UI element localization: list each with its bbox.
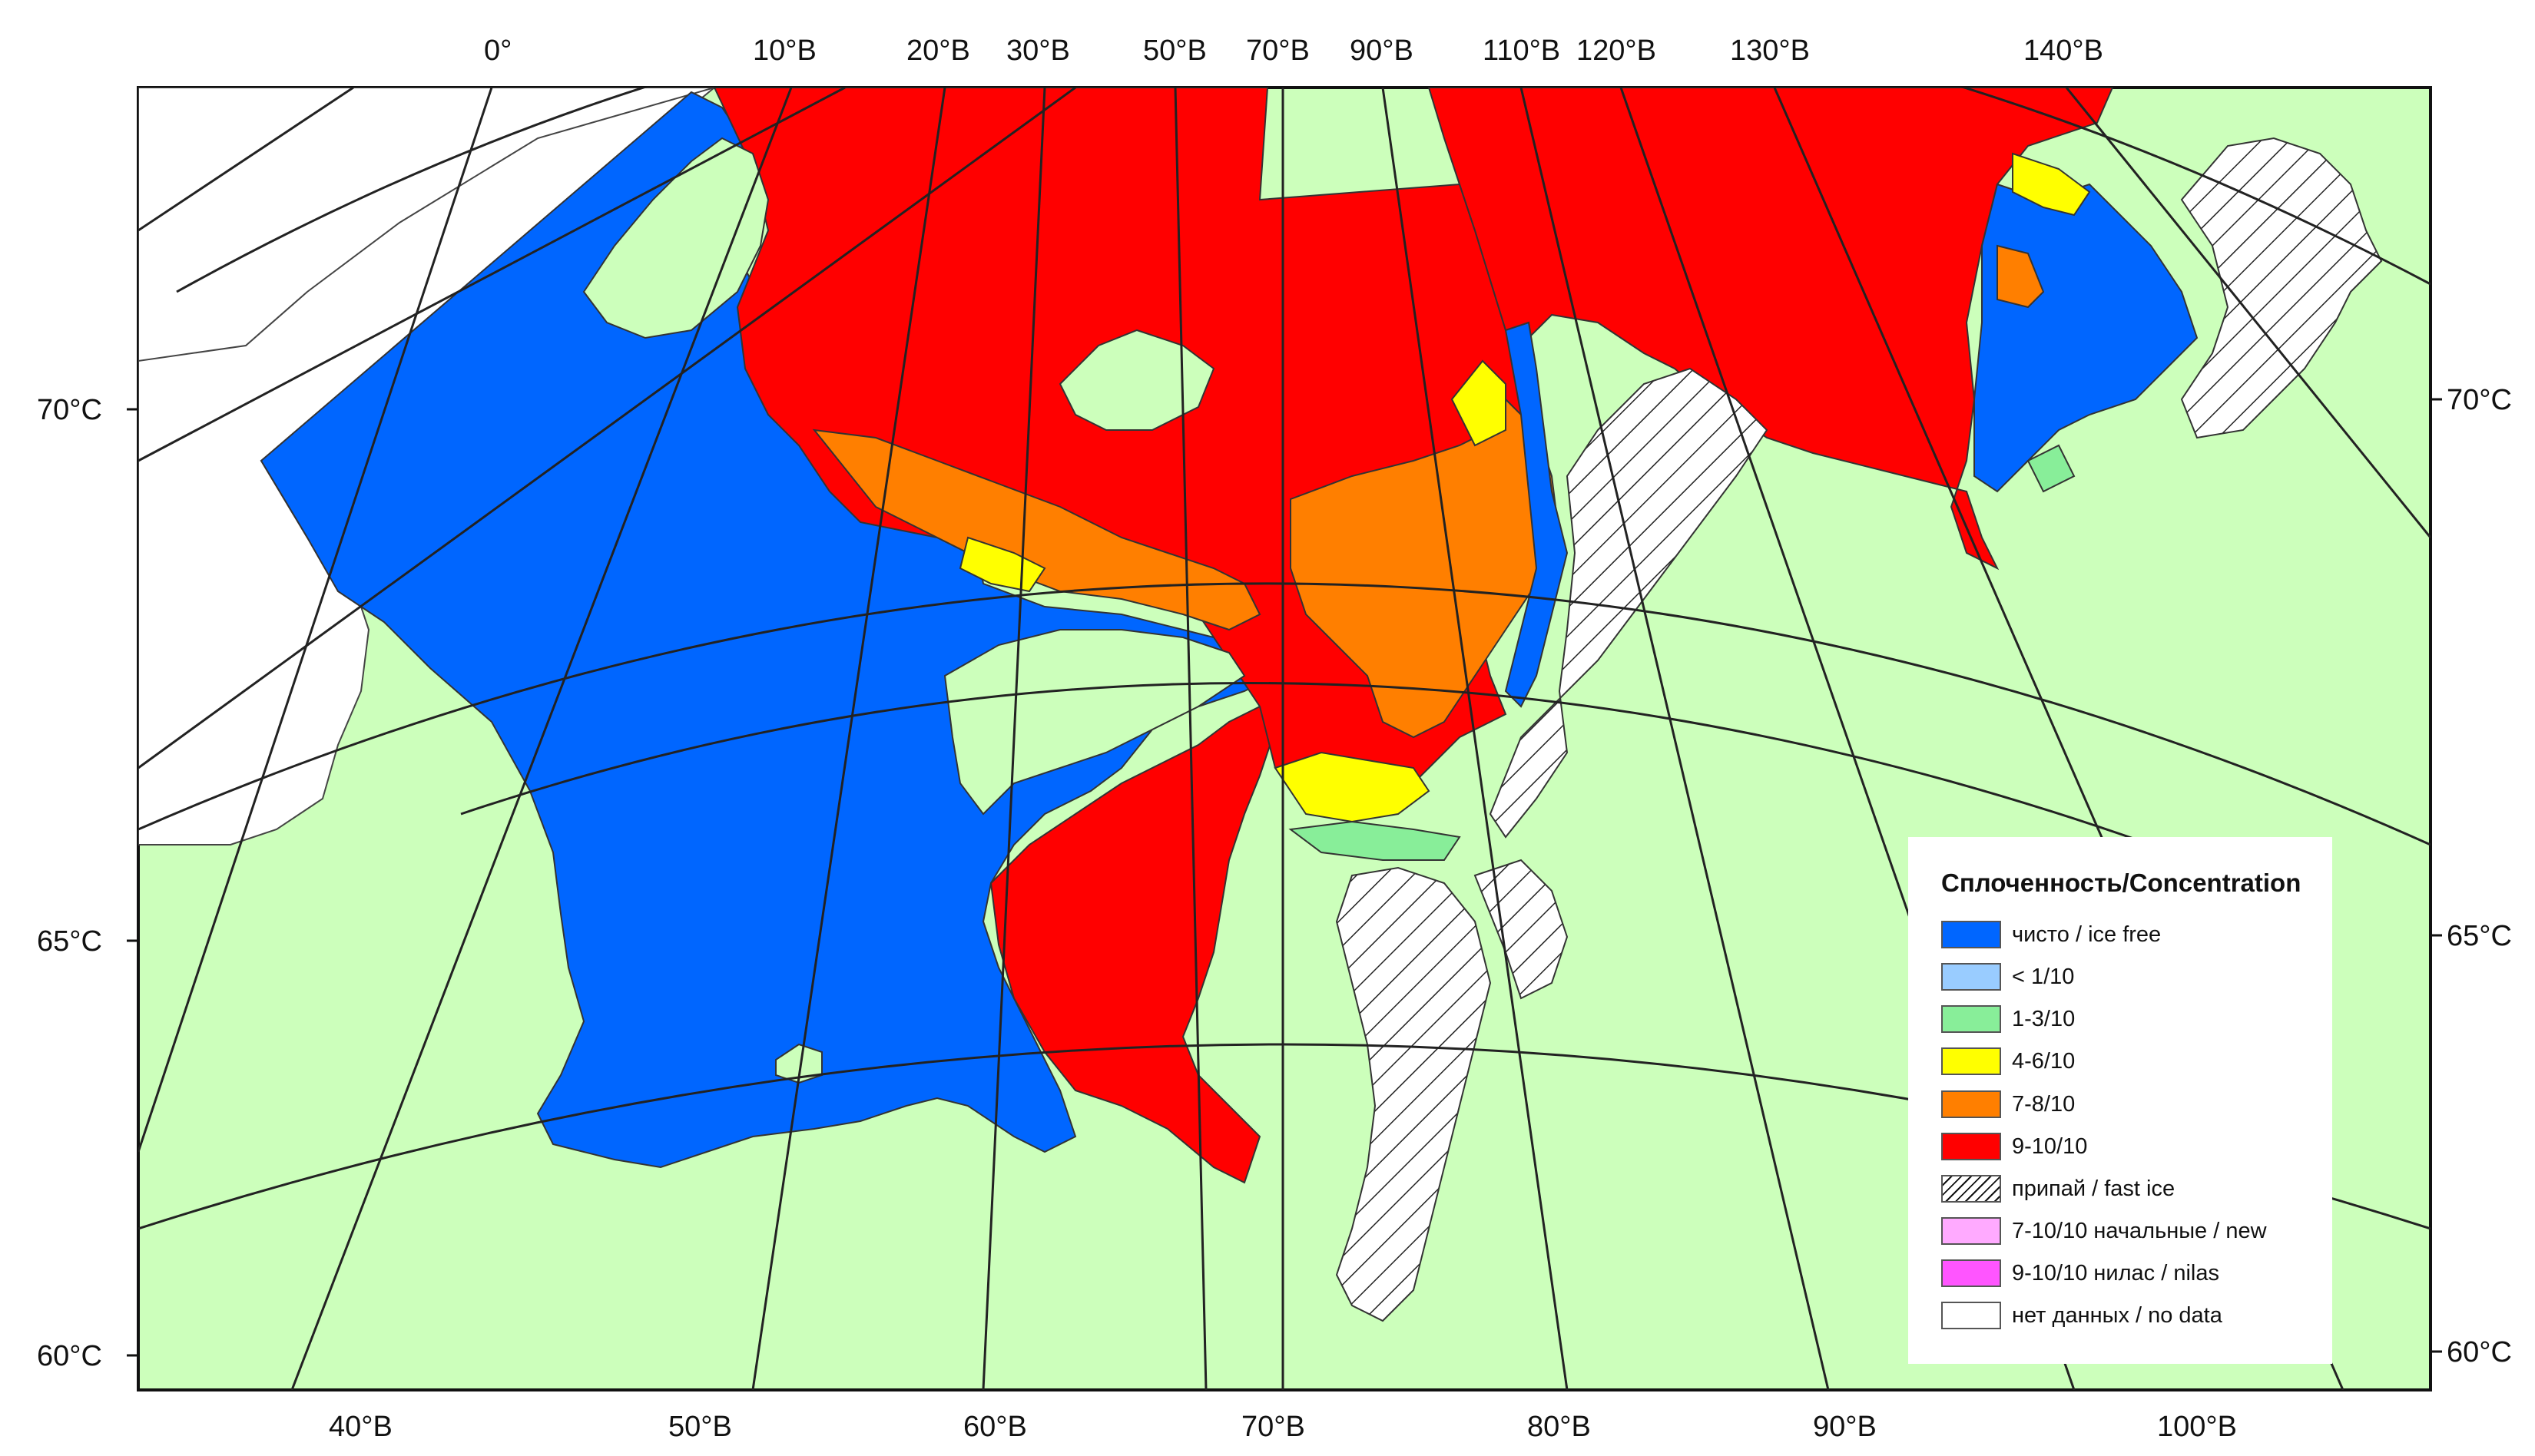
nilas-swatch — [1941, 1259, 2001, 1287]
legend-item-label: нет данных / no data — [2012, 1302, 2222, 1328]
land-franz-josef — [1059, 329, 1215, 431]
lon-label-bottom: 80°В — [1527, 1411, 1591, 1443]
legend-item: нет данных / no data — [1941, 1300, 2222, 1331]
ice-4-6-kara — [1450, 359, 1506, 447]
legend: Сплоченность/Concentration чисто / ice f… — [1908, 837, 2332, 1364]
ice-4-6-laptev — [2012, 152, 2091, 217]
lon-label-top: 20°В — [906, 35, 970, 67]
lon-label-top: 140°В — [2023, 35, 2103, 67]
legend-item: 4-6/10 — [1941, 1046, 2075, 1077]
fast-ice-laptev-east — [2180, 137, 2383, 439]
ice-7-8-laptev — [1997, 244, 2045, 309]
left-latitude-labels: 70°С 65°С 60°С — [37, 394, 102, 1372]
7-8-10-swatch — [1941, 1090, 2001, 1118]
legend-title: Сплоченность/Concentration — [1941, 869, 2301, 897]
legend-item: 1-3/10 — [1941, 1004, 2075, 1034]
no-data-swatch — [1941, 1302, 2001, 1329]
land-svalbard — [582, 137, 770, 339]
legend-item-label: чисто / ice free — [2012, 922, 2162, 947]
legend-item-label: 9-10/10 нилас / nilas — [2012, 1260, 2219, 1286]
legend-item: 7-10/10 начальные / new — [1941, 1216, 2267, 1246]
fast-ice-gulf-ob — [1335, 866, 1492, 1322]
fast-ice-kara-coast — [1489, 367, 1768, 839]
ice-7-8-kara — [1290, 398, 1561, 739]
bottom-longitude-labels: 40°В 50°В 60°В 70°В 80°В 90°В 100°В — [329, 1411, 2237, 1443]
legend-item: припай / fast ice — [1941, 1173, 2175, 1204]
legend-item-label: 7-10/10 начальные / new — [2012, 1218, 2267, 1243]
no-data-area-2 — [138, 88, 715, 362]
legend-item: < 1/10 — [1941, 961, 2074, 992]
lon-label-bottom: 70°В — [1241, 1411, 1305, 1443]
lon-label-top: 10°В — [753, 35, 817, 67]
lon-label-top: 30°В — [1006, 35, 1070, 67]
legend-item-label: 4-6/10 — [2012, 1048, 2076, 1074]
lt-1-10-swatch — [1941, 963, 2001, 991]
graticule — [138, 88, 2431, 1390]
lon-label-bottom: 90°В — [1813, 1411, 1877, 1443]
lat-label-left: 70°С — [37, 394, 102, 426]
4-6-10-swatch — [1941, 1047, 2001, 1075]
lon-label-bottom: 60°В — [963, 1411, 1027, 1443]
legend-item-label: < 1/10 — [2012, 964, 2075, 989]
lat-label-left: 60°С — [37, 1340, 102, 1372]
ice-free-kara-east — [1504, 321, 1569, 708]
lon-label-top: 110°В — [1483, 35, 1560, 67]
legend-item: 9-10/10 — [1941, 1131, 2087, 1162]
lon-label-top: 130°В — [1730, 35, 1810, 67]
legend-item-label: 7-8/10 — [2012, 1091, 2076, 1117]
lat-label-left: 65°С — [37, 925, 102, 958]
1-3-10-swatch — [1941, 1005, 2001, 1033]
ice-free-swatch — [1941, 921, 2001, 948]
ice-9-10-white-sea — [989, 705, 1277, 1184]
lat-label-right: 60°С — [2447, 1336, 2512, 1368]
lon-label-bottom: 50°В — [668, 1411, 732, 1443]
lat-label-right: 70°С — [2447, 384, 2512, 416]
lon-label-top: 0° — [484, 35, 512, 67]
legend-item: 9-10/10 нилас / nilas — [1941, 1258, 2219, 1289]
lon-label-top: 70°В — [1246, 35, 1310, 67]
lon-label-bottom: 40°В — [329, 1411, 393, 1443]
ice-1-3-pechora — [1288, 820, 1461, 861]
lon-label-top: 120°В — [1576, 35, 1656, 67]
ice-1-3-laptev — [2026, 444, 2076, 493]
lon-label-bottom: 100°В — [2157, 1411, 2237, 1443]
lat-label-right: 65°С — [2447, 920, 2512, 952]
legend-item: чисто / ice free — [1941, 919, 2161, 950]
fast-ice-swatch — [1941, 1175, 2001, 1203]
lon-label-top: 50°В — [1143, 35, 1207, 67]
new-ice-swatch — [1941, 1217, 2001, 1245]
9-10-10-swatch — [1941, 1133, 2001, 1160]
legend-item-label: припай / fast ice — [2012, 1176, 2175, 1201]
ice-4-6-pechora — [1274, 751, 1430, 823]
land-novaya-zemlya — [943, 629, 1246, 816]
lon-label-top: 90°В — [1350, 35, 1413, 67]
legend-item-label: 1-3/10 — [2012, 1006, 2076, 1031]
right-latitude-labels: 70°С 65°С 60°С — [2447, 384, 2512, 1368]
legend-item: 7-8/10 — [1941, 1089, 2075, 1120]
top-longitude-labels: 0° 10°В 20°В 30°В 50°В 70°В 90°В 110°В 1… — [484, 35, 2103, 67]
ice-4-6-barents-band — [959, 536, 1046, 593]
legend-item-label: 9-10/10 — [2012, 1133, 2088, 1159]
